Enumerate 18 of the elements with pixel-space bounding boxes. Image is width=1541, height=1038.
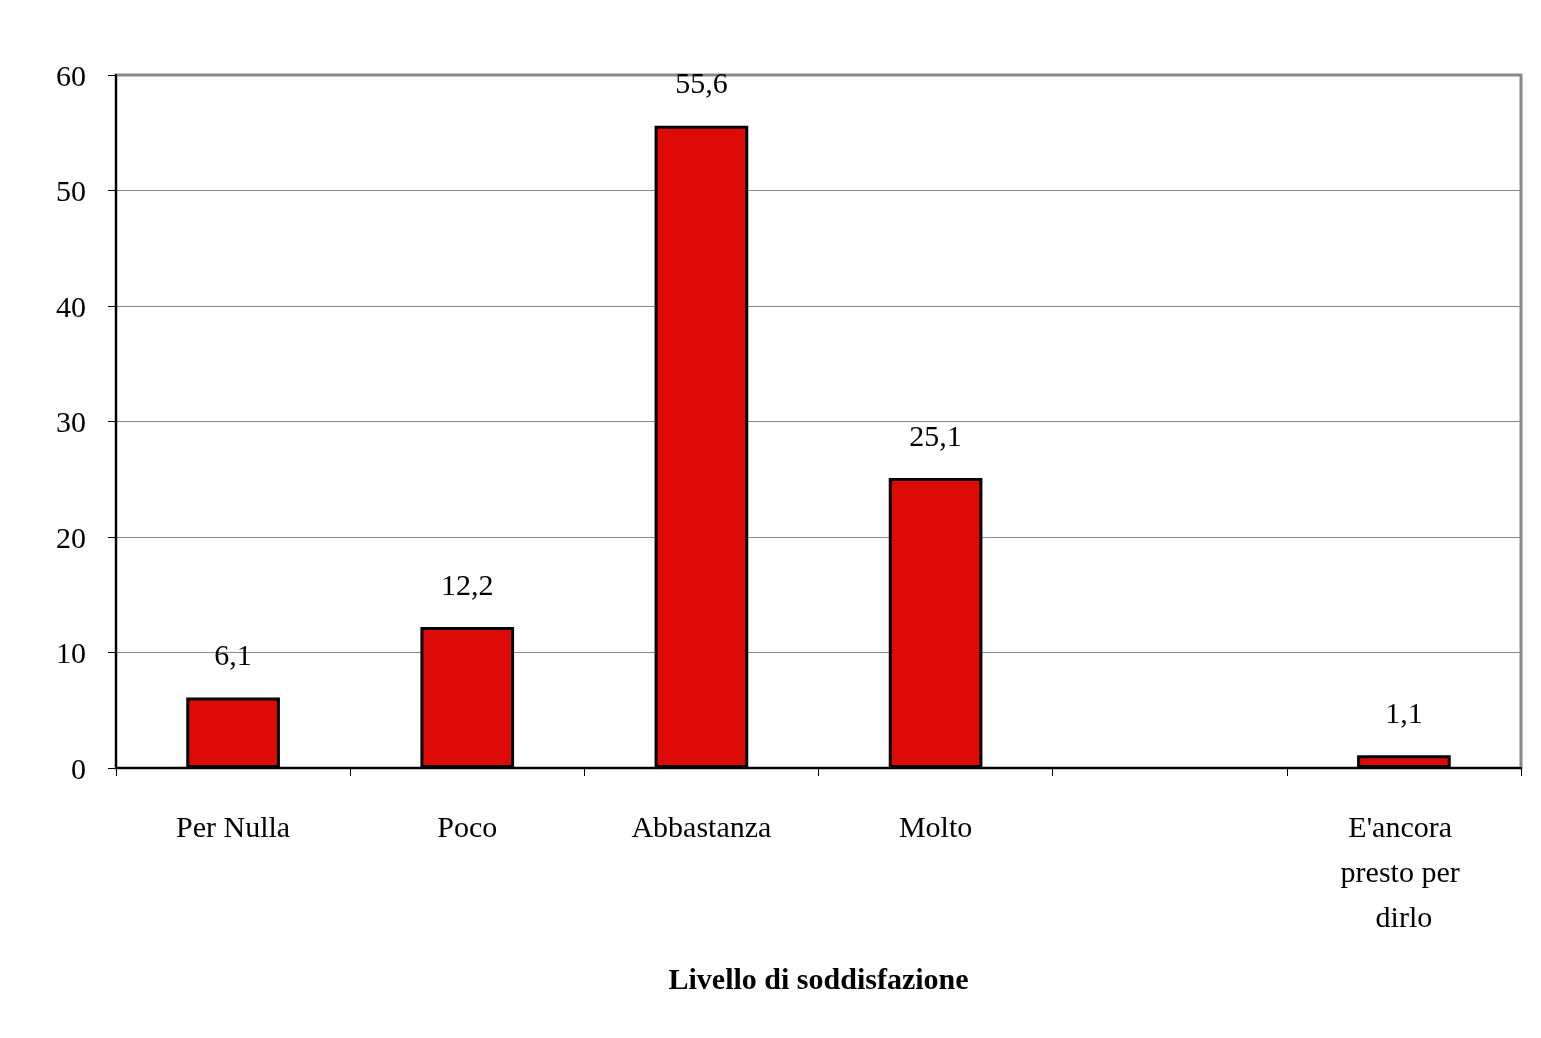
x-tick-label: Poco (437, 810, 498, 843)
y-tick-label: 10 (56, 636, 86, 669)
data-label: 55,6 (675, 66, 728, 100)
data-label: 12,2 (441, 567, 494, 601)
data-label: 6,1 (214, 638, 252, 672)
x-tick-label: Abbastanza (631, 810, 772, 843)
y-tick-label: 40 (56, 289, 86, 323)
y-tick-label: 30 (56, 405, 86, 438)
x-tick-label: Molto (898, 810, 973, 843)
y-tick-label: 20 (56, 520, 86, 554)
x-axis-title: Livello di soddisfazione (668, 961, 969, 995)
data-label: 25,1 (909, 418, 962, 452)
x-tick-label: E'ancora presto per dirlo (1340, 810, 1468, 933)
data-label: 1,1 (1385, 695, 1423, 729)
y-tick-label: 60 (56, 58, 86, 92)
y-tick-label: 50 (56, 174, 86, 207)
y-tick-label: 0 (71, 751, 86, 785)
x-tick-label: Per Nulla (176, 810, 291, 843)
